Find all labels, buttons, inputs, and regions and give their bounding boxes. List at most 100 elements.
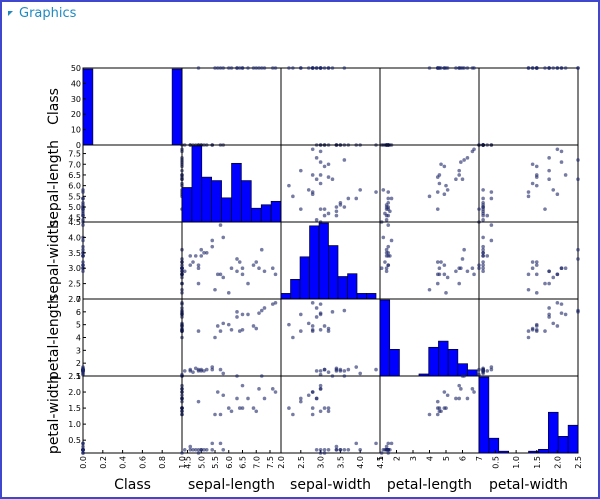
point [193,366,198,371]
point [481,247,485,252]
point [465,156,470,160]
point [257,311,261,315]
point [310,192,315,196]
point [444,291,448,295]
point [318,181,323,186]
point [534,272,539,277]
point [526,287,531,292]
point [481,367,485,372]
point [530,66,535,70]
y-tick-label: 2.0 [68,388,81,397]
point [384,247,389,252]
point [196,263,201,267]
point [477,266,481,271]
point [555,301,560,305]
point [180,451,184,455]
point [457,396,462,401]
point [322,406,327,410]
point [481,269,485,274]
point [435,281,440,286]
header[interactable]: Graphics [8,6,76,21]
point [342,158,347,162]
hist-bar [478,376,490,454]
point [435,207,440,211]
point [259,308,264,313]
point [226,406,231,410]
point [81,441,85,446]
point [374,367,378,372]
point [81,263,85,267]
x-tick-label: 6.5 [239,456,248,469]
point [481,254,485,258]
point [306,188,311,192]
point [257,387,261,391]
point [299,312,303,317]
point [559,266,564,271]
point [547,156,551,160]
hist-bar [251,207,262,223]
point [196,447,201,452]
point [270,66,275,70]
point [547,312,551,317]
hist-bar [337,276,348,300]
point [229,266,234,271]
point [342,66,347,70]
point [437,173,442,177]
point [489,367,494,372]
x-tick-label: 7 [475,456,484,461]
point [534,260,539,264]
hist-bar [328,245,339,300]
point [81,254,85,258]
point [322,451,327,455]
point [485,369,490,373]
header-title[interactable]: Graphics [19,6,77,21]
x-axis-label: Class [114,477,151,493]
point [485,254,490,258]
point [326,406,331,410]
point [210,441,215,446]
point [240,406,245,410]
y-tick-label: 6.5 [68,171,81,180]
point [215,66,220,70]
point [481,209,485,214]
point [534,183,539,188]
point [273,272,278,277]
point [534,164,539,169]
point [291,412,295,417]
point [547,269,551,274]
hist-bar [567,424,579,454]
point [437,66,442,70]
point [459,387,463,391]
y-tick-label: 2.5 [68,372,81,381]
point [563,66,568,70]
point [210,447,215,452]
point [381,235,386,240]
point [229,66,234,70]
point [213,287,217,292]
point [555,324,560,328]
point [454,66,458,70]
point [334,366,339,371]
point [310,390,315,394]
point [338,200,343,205]
point [555,147,560,152]
y-tick-label: 4 [76,334,81,343]
y-tick-label: 6.0 [68,182,81,191]
point [210,365,215,369]
point [287,183,291,188]
point [322,447,327,452]
point [299,329,303,333]
point [330,310,335,314]
point [81,269,85,274]
point [386,441,391,446]
point [322,367,327,372]
point [182,369,187,373]
panel-frame [280,298,381,377]
hist-bar [457,363,468,377]
point [547,177,551,182]
point [354,365,359,369]
point [481,260,485,264]
point [444,406,448,410]
point [310,173,315,177]
